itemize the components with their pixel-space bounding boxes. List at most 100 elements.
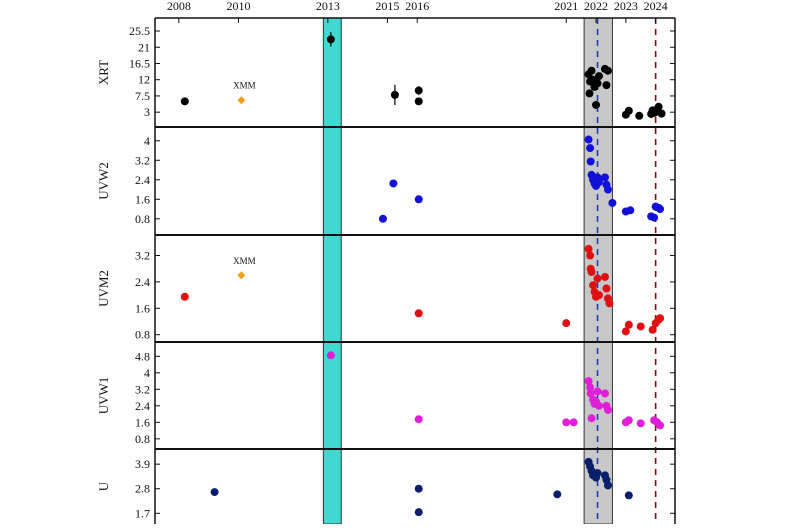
data-point-uvw1-14 bbox=[600, 389, 609, 398]
y-tick-label: 1.6 bbox=[135, 192, 150, 206]
data-point-u-1 bbox=[210, 488, 219, 497]
data-point-xrt-4 bbox=[414, 86, 423, 95]
y-tick-label: 2.8 bbox=[135, 482, 150, 496]
data-point-xrt-2 bbox=[326, 35, 335, 44]
y-tick-label: 0.8 bbox=[135, 328, 150, 342]
x-tick-label-2022: 2022 bbox=[584, 0, 608, 13]
data-point-uvw1-1 bbox=[326, 351, 335, 360]
data-point-xrt-26 bbox=[657, 109, 666, 118]
data-point-uvm2-14 bbox=[602, 284, 611, 293]
data-point-u-14 bbox=[624, 491, 633, 500]
x-tick-label-2021: 2021 bbox=[554, 0, 578, 13]
panel-uvw2: UVW2 4 3.2 2.4 1.6 0.8 bbox=[96, 127, 676, 236]
data-point-uvw1-4 bbox=[569, 418, 578, 427]
xmm-annotation: XMM bbox=[233, 256, 256, 266]
panels-layer: XRT25.52116.5127.53XMMUVW243.22.41.60.8U… bbox=[96, 17, 676, 524]
data-point-uvw1-18 bbox=[624, 416, 633, 425]
data-point-uvw2-2 bbox=[389, 179, 398, 188]
y-tick-label: 21 bbox=[138, 40, 150, 54]
data-point-uvw1-2 bbox=[414, 415, 423, 424]
data-point-xrt-17 bbox=[603, 66, 612, 75]
data-point-uvm2-8 bbox=[589, 281, 598, 290]
data-point-uvm2-7 bbox=[587, 268, 596, 276]
data-point-uvw2-4 bbox=[584, 135, 593, 144]
data-point-uvw2-12 bbox=[595, 178, 604, 187]
data-point-uvw2-13 bbox=[600, 173, 609, 182]
data-point-xrt-12 bbox=[592, 100, 601, 109]
x-tick-label-2008: 2008 bbox=[167, 0, 191, 13]
panel-uvw1: UVW1 4.8 4 3.2 2.4 1.6 0.8 bbox=[96, 342, 676, 450]
data-point-xrt-16 bbox=[602, 81, 611, 90]
x-tick-label-2015: 2015 bbox=[375, 0, 399, 13]
data-point-xrt-1 bbox=[180, 97, 189, 106]
vertical-lines-layer bbox=[596, 18, 657, 524]
data-point-uvw2-5 bbox=[586, 144, 595, 153]
data-point-uvw1-8 bbox=[587, 414, 596, 423]
data-point-uvw2-6 bbox=[586, 157, 595, 166]
y-tick-label: 2.4 bbox=[135, 399, 150, 413]
y-tick-label: 1.6 bbox=[135, 301, 150, 315]
data-point-uvm2-2 bbox=[414, 309, 423, 318]
x-tick-label-2013: 2013 bbox=[316, 0, 340, 13]
data-point-xrt-3 bbox=[390, 90, 399, 99]
data-point-uvw2-20 bbox=[650, 213, 659, 222]
data-point-xrt-20 bbox=[635, 111, 644, 120]
data-point-uvw1-22 bbox=[656, 421, 665, 430]
panel-xrt: XRT 25.5 21 16.5 12 7.5 3 XMM bbox=[96, 17, 676, 128]
y-axis-label-xrt: XRT bbox=[96, 60, 111, 85]
y-tick-label: 16.5 bbox=[129, 56, 150, 70]
data-point-uvm2-5 bbox=[586, 251, 595, 260]
y-tick-label: 12 bbox=[138, 73, 150, 87]
y-tick-label: 3 bbox=[144, 105, 150, 119]
data-point-xrt-14 bbox=[595, 72, 604, 81]
xmm-data-point bbox=[237, 271, 246, 280]
data-point-uvm2-16 bbox=[605, 299, 614, 308]
xmm-annotation: XMM bbox=[233, 81, 256, 91]
data-point-uvw1-7 bbox=[586, 389, 595, 398]
y-tick-label: 4 bbox=[144, 366, 150, 380]
data-point-xrt-13 bbox=[593, 79, 602, 88]
y-tick-label: 3.9 bbox=[135, 457, 150, 471]
data-point-uvm2-18 bbox=[624, 320, 633, 329]
y-tick-label: 7.5 bbox=[135, 89, 150, 103]
data-point-xrt-19 bbox=[624, 106, 633, 115]
x-tick-label-2016: 2016 bbox=[405, 0, 429, 13]
data-point-uvm2-20 bbox=[648, 325, 657, 334]
data-point-xrt-8 bbox=[585, 89, 594, 98]
data-point-uvw1-6 bbox=[586, 383, 595, 392]
data-point-u-2 bbox=[414, 484, 423, 493]
y-tick-label: 1.7 bbox=[135, 506, 150, 520]
data-point-uvw1-3 bbox=[562, 418, 571, 427]
panel-u: U 3.9 2.8 1.7 bbox=[96, 449, 676, 524]
data-point-uvw1-5 bbox=[584, 377, 593, 386]
x-tick-label-2010: 2010 bbox=[226, 0, 250, 13]
y-tick-label: 4 bbox=[144, 134, 150, 148]
y-axis-label-uvw1: UVW1 bbox=[96, 377, 111, 415]
y-tick-label: 0.8 bbox=[135, 432, 150, 446]
data-point-uvm2-11 bbox=[593, 274, 602, 283]
data-point-uvm2-3 bbox=[562, 319, 571, 328]
y-tick-label: 2.4 bbox=[135, 173, 150, 187]
data-point-uvw2-15 bbox=[603, 185, 612, 194]
data-point-xrt-9 bbox=[587, 66, 596, 75]
data-point-uvw2-18 bbox=[626, 206, 635, 215]
data-point-xrt-5 bbox=[414, 97, 423, 106]
data-point-u-3 bbox=[414, 508, 423, 517]
data-point-u-13 bbox=[603, 481, 612, 490]
y-axis-label-uvm2: UVM2 bbox=[96, 270, 111, 307]
data-point-uvm2-23 bbox=[656, 314, 665, 323]
y-tick-label: 4.8 bbox=[135, 349, 150, 363]
data-point-uvm2-4 bbox=[584, 244, 593, 253]
panel-uvm2: UVM2 3.2 2.4 1.6 0.8 XMM bbox=[96, 235, 676, 343]
data-point-uvw2-16 bbox=[608, 198, 617, 207]
x-tick-label-2023: 2023 bbox=[614, 0, 638, 13]
data-point-uvm2-12 bbox=[595, 291, 604, 300]
xmm-data-point bbox=[237, 96, 246, 105]
data-point-uvw1-12 bbox=[593, 387, 602, 396]
y-tick-label: 1.6 bbox=[135, 415, 150, 429]
data-point-uvm2-1 bbox=[180, 292, 189, 301]
y-tick-label: 25.5 bbox=[129, 24, 150, 38]
data-point-uvw2-1 bbox=[378, 214, 387, 223]
